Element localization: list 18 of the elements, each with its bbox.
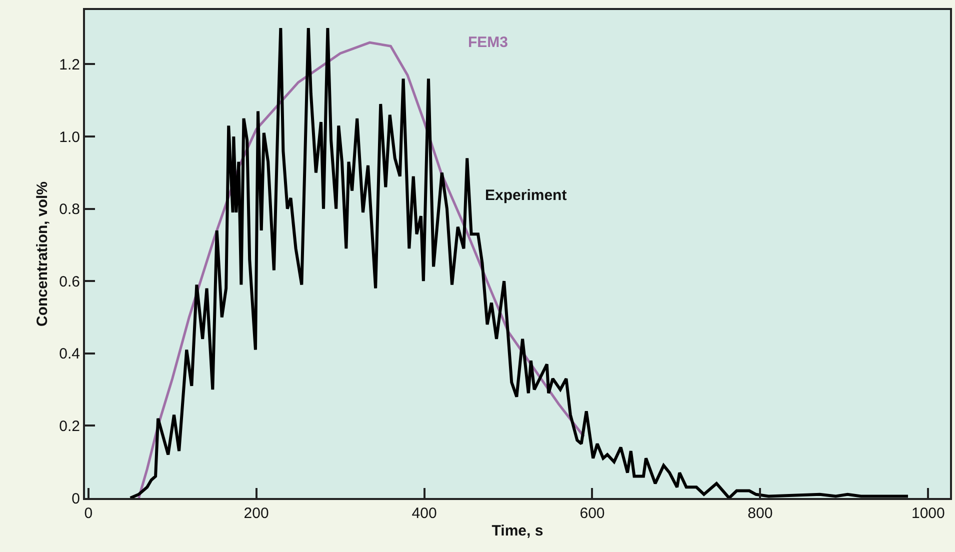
text: FEM3 <box>468 34 508 51</box>
y-tick-label: 0.4 <box>59 346 80 363</box>
y-tick-label: 0 <box>72 490 80 508</box>
x-tick-label: 600 <box>580 505 605 522</box>
line-series <box>128 26 910 498</box>
x-tick-label: 200 <box>244 505 269 522</box>
y-axis-title: Concentration, vol% <box>34 181 51 327</box>
y-tick-label: 0.6 <box>59 273 80 290</box>
x-tick-label: 400 <box>412 505 437 522</box>
x-axis-title: Time, s <box>492 522 544 540</box>
y-tick-label: 0.8 <box>59 201 80 218</box>
x-tick-label: 800 <box>748 505 773 522</box>
x-tick-label: 1000 <box>911 505 945 522</box>
y-tick-label: 0.2 <box>59 418 80 435</box>
series-label: Experiment <box>485 187 567 204</box>
x-tick-label: 0 <box>84 505 93 522</box>
y-tick-label: 1.2 <box>59 56 80 74</box>
y-tick-label: 1.0 <box>59 128 80 146</box>
